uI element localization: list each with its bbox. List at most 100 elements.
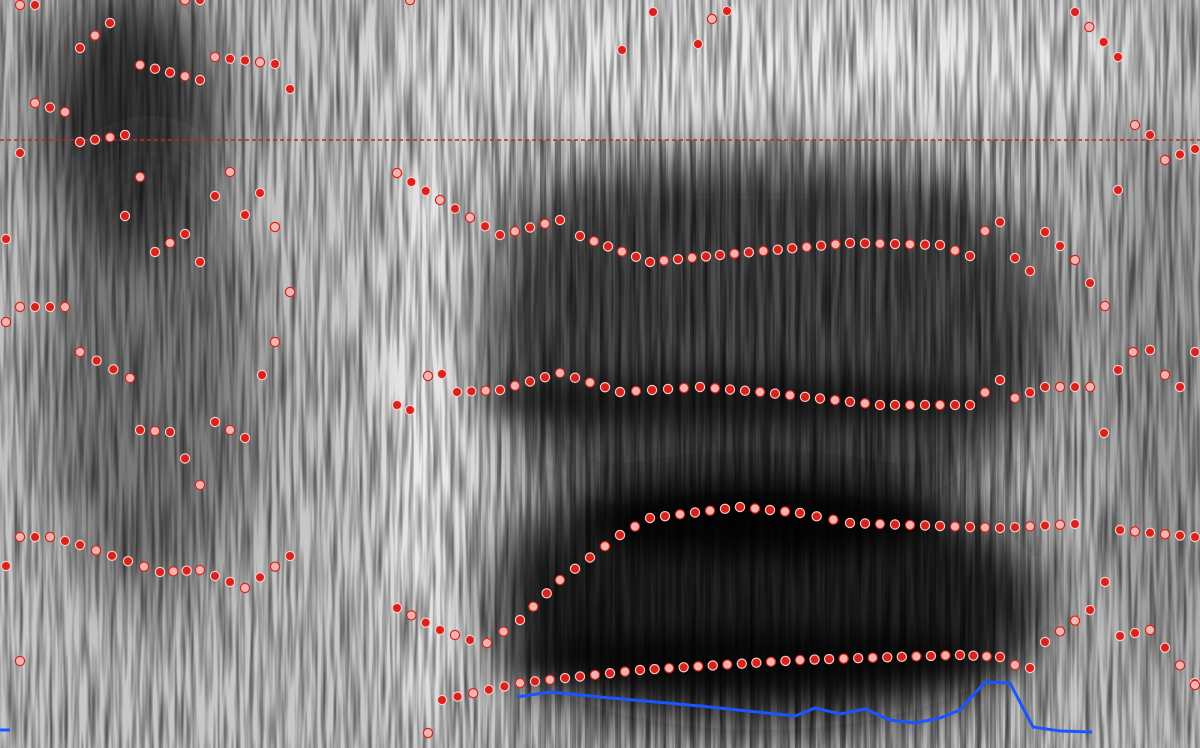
formant-point	[809, 654, 820, 665]
formant-point	[254, 572, 266, 583]
formant-point	[59, 106, 71, 118]
formant-point	[74, 136, 86, 148]
formant-point	[164, 426, 176, 438]
formant-point	[814, 393, 826, 404]
formant-point	[874, 518, 886, 530]
formant-point	[659, 510, 671, 522]
formant-point	[949, 521, 961, 532]
formant-point	[1159, 369, 1171, 381]
formant-point	[1069, 615, 1081, 626]
formant-point	[1099, 576, 1111, 588]
formant-point	[630, 251, 642, 262]
formant-point	[14, 531, 26, 543]
formant-point	[391, 602, 403, 614]
formant-point	[391, 399, 403, 411]
formant-point	[1112, 51, 1124, 63]
formant-point	[1189, 679, 1200, 691]
formant-point	[1189, 143, 1200, 155]
formant-point	[480, 385, 491, 396]
formant-point	[949, 399, 961, 411]
formant-point	[1099, 300, 1111, 312]
formant-point	[934, 239, 946, 251]
formant-point	[1039, 520, 1051, 531]
formant-point	[122, 556, 134, 567]
formant-point	[634, 664, 646, 676]
formant-point	[29, 301, 41, 313]
formant-point	[269, 58, 281, 70]
formant-point	[194, 479, 206, 491]
formant-point	[721, 5, 733, 17]
formant-point	[569, 372, 581, 383]
formant-point	[154, 566, 166, 578]
formant-point	[1144, 129, 1156, 141]
formant-point	[209, 190, 221, 202]
formant-point	[1189, 531, 1200, 543]
formant-point	[904, 239, 916, 250]
formant-point	[514, 614, 526, 626]
formant-point	[391, 167, 403, 179]
formant-point	[1024, 662, 1036, 674]
formant-point	[799, 391, 811, 403]
formant-point	[134, 424, 146, 436]
formant-point	[434, 624, 446, 636]
formant-point	[528, 601, 539, 612]
formant-point	[256, 369, 268, 381]
formant-point	[104, 132, 116, 143]
formant-point	[559, 672, 571, 684]
formant-point	[700, 251, 712, 262]
formant-point	[14, 147, 26, 159]
formant-point	[124, 372, 136, 384]
formant-point	[844, 517, 856, 529]
formant-point	[734, 501, 746, 513]
formant-point	[168, 566, 179, 577]
formant-point	[644, 512, 656, 524]
formant-point	[149, 425, 161, 437]
formant-point	[1174, 660, 1186, 671]
formant-point	[269, 221, 281, 233]
formant-point	[466, 386, 477, 397]
formant-point	[149, 63, 161, 74]
formant-point	[1112, 364, 1124, 376]
formant-point	[689, 507, 701, 518]
formant-point	[209, 570, 221, 582]
formant-point	[59, 301, 71, 313]
formant-point	[539, 218, 551, 229]
formant-point	[649, 663, 660, 675]
formant-point	[686, 252, 698, 263]
formant-point	[1009, 659, 1021, 671]
formant-point	[719, 503, 731, 515]
formant-point	[134, 171, 146, 183]
formant-point	[44, 531, 56, 543]
formant-point	[254, 57, 266, 68]
formant-point	[74, 42, 86, 54]
formant-point	[694, 381, 706, 393]
formant-point	[867, 652, 878, 663]
formant-point	[1084, 604, 1096, 616]
formant-point	[224, 424, 236, 436]
formant-point	[498, 626, 509, 637]
formant-point	[964, 399, 976, 411]
formant-point	[544, 674, 556, 685]
formant-point	[1039, 636, 1051, 648]
formant-point	[541, 588, 552, 599]
formant-point	[599, 541, 611, 552]
formant-point	[164, 67, 176, 78]
formant-point	[449, 629, 461, 641]
formant-point	[181, 565, 192, 576]
formant-point	[29, 531, 41, 543]
formant-point	[1174, 381, 1186, 393]
formant-point	[904, 399, 916, 411]
formant-point	[1098, 427, 1110, 439]
formant-point	[104, 17, 116, 29]
glottal-pulses	[440, 140, 1100, 748]
formant-point	[1114, 630, 1126, 642]
formant-point	[889, 238, 901, 250]
formant-point	[749, 503, 761, 514]
formant-point	[911, 651, 922, 662]
formant-point	[119, 210, 131, 222]
formant-point	[859, 518, 871, 529]
formant-point	[801, 241, 812, 253]
formant-point	[539, 372, 551, 383]
formant-point	[758, 245, 769, 257]
